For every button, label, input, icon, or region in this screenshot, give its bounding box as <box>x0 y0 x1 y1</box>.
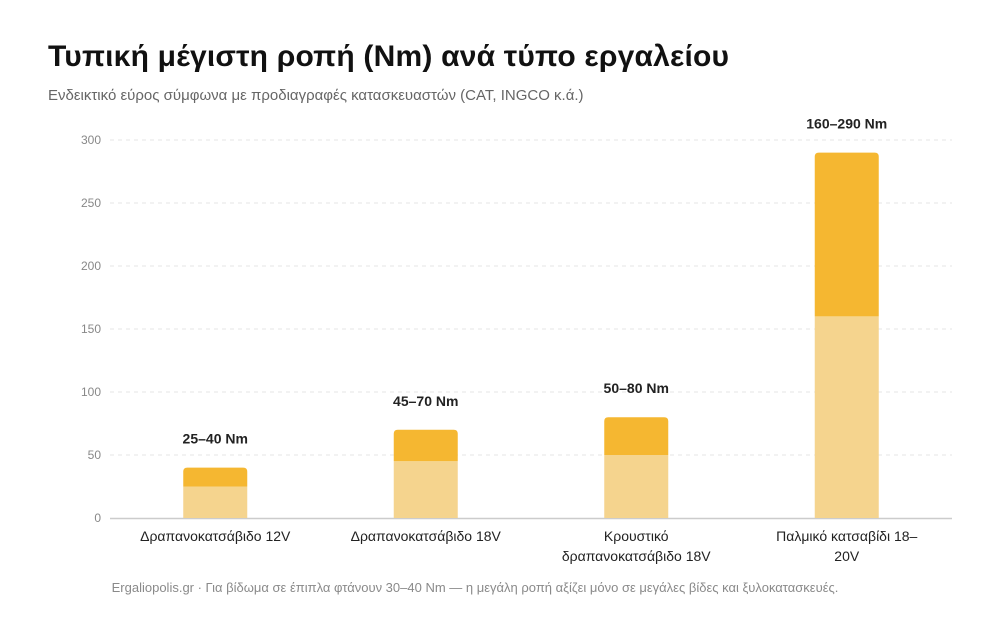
bar-range-label: 50–80 Nm <box>604 380 669 396</box>
y-tick-label: 200 <box>81 259 101 273</box>
bar-min-segment <box>183 486 248 518</box>
bar-range-segment <box>604 417 669 455</box>
bar-range-segment <box>393 429 458 462</box>
chart-title: Τυπική μέγιστη ροπή (Nm) ανά τύπο εργαλε… <box>48 40 730 73</box>
bar-min-segment <box>814 316 879 518</box>
y-tick-label: 100 <box>81 385 101 399</box>
chart-subtitle: Ενδεικτικό εύρος σύμφωνα με προδιαγραφές… <box>48 87 584 104</box>
y-tick-label: 250 <box>81 196 101 210</box>
bar-range-segment <box>814 152 879 317</box>
y-tick-label: 150 <box>81 322 101 336</box>
x-category-label: Δραπανοκατσάβιδο 12V <box>140 528 291 544</box>
bar-range-label: 45–70 Nm <box>393 393 458 409</box>
x-category-label: Παλμικό κατσαβίδι 18– <box>776 528 917 544</box>
bar-min-segment <box>604 455 669 518</box>
y-tick-label: 50 <box>88 448 102 462</box>
x-category-label: Κρουστικό <box>604 528 669 544</box>
bar-range-label: 25–40 Nm <box>183 431 248 447</box>
x-category-label: 20V <box>834 548 860 564</box>
bar-range-segment <box>183 467 248 487</box>
bar-range-label: 160–290 Nm <box>806 116 887 132</box>
y-tick-label: 300 <box>81 133 101 147</box>
x-category-label: Δραπανοκατσάβιδο 18V <box>351 528 502 544</box>
x-category-label: δραπανοκατσάβιδο 18V <box>562 548 711 564</box>
bar-min-segment <box>393 461 458 518</box>
footnote: Ergaliopolis.gr · Για βίδωμα σε έπιπλα φ… <box>111 580 839 595</box>
y-tick-label: 0 <box>94 511 101 525</box>
